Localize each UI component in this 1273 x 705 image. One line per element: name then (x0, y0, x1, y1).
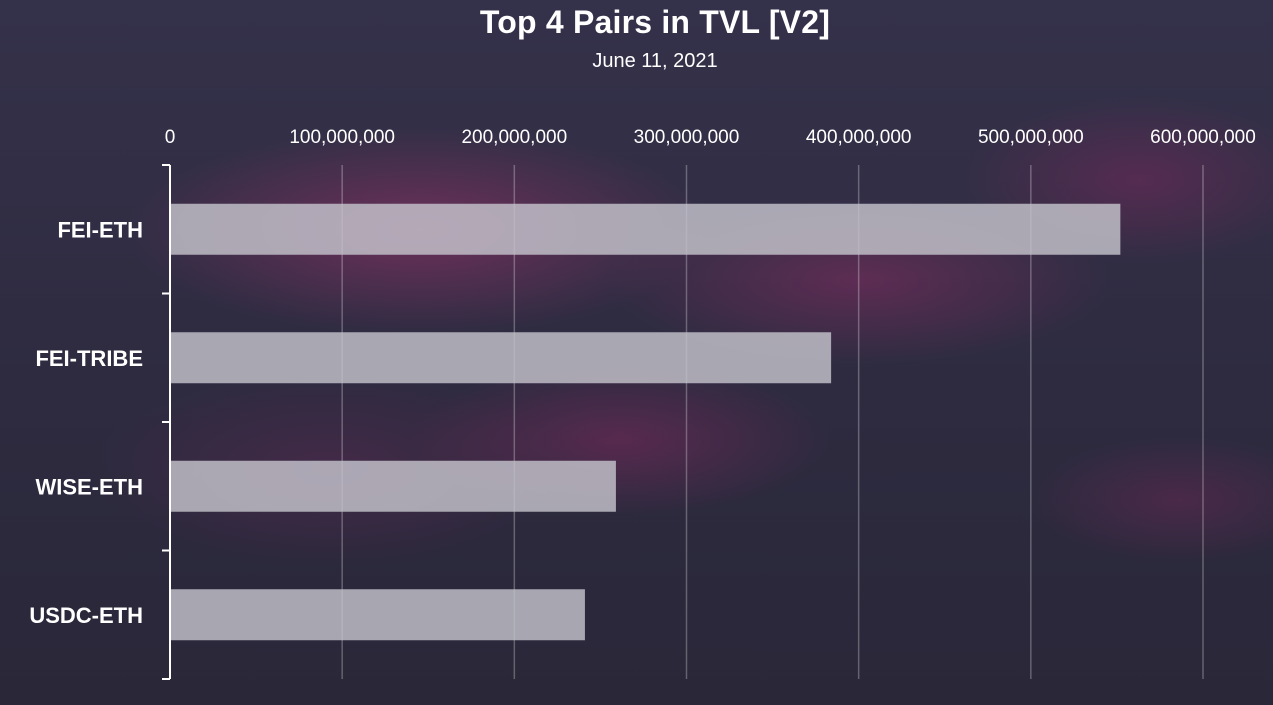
chart-title: Top 4 Pairs in TVL [V2] (479, 4, 831, 40)
bar (170, 460, 616, 512)
x-tick-label: 100,000,000 (289, 127, 395, 148)
category-label: WISE-ETH (35, 474, 143, 499)
category-label: FEI-ETH (57, 217, 143, 242)
bar (170, 589, 585, 641)
x-tick-label: 0 (165, 127, 176, 148)
chart-subtitle: June 11, 2021 (592, 50, 718, 72)
category-label: FEI-TRIBE (35, 346, 143, 371)
x-tick-label: 200,000,000 (461, 127, 567, 148)
x-tick-label: 300,000,000 (634, 127, 740, 148)
category-label: USDC-ETH (29, 603, 143, 628)
bar (170, 203, 1121, 255)
x-tick-label: 400,000,000 (806, 127, 912, 148)
x-tick-label: 500,000,000 (978, 127, 1084, 148)
x-tick-label: 600,000,000 (1150, 127, 1256, 148)
bar (170, 332, 832, 384)
